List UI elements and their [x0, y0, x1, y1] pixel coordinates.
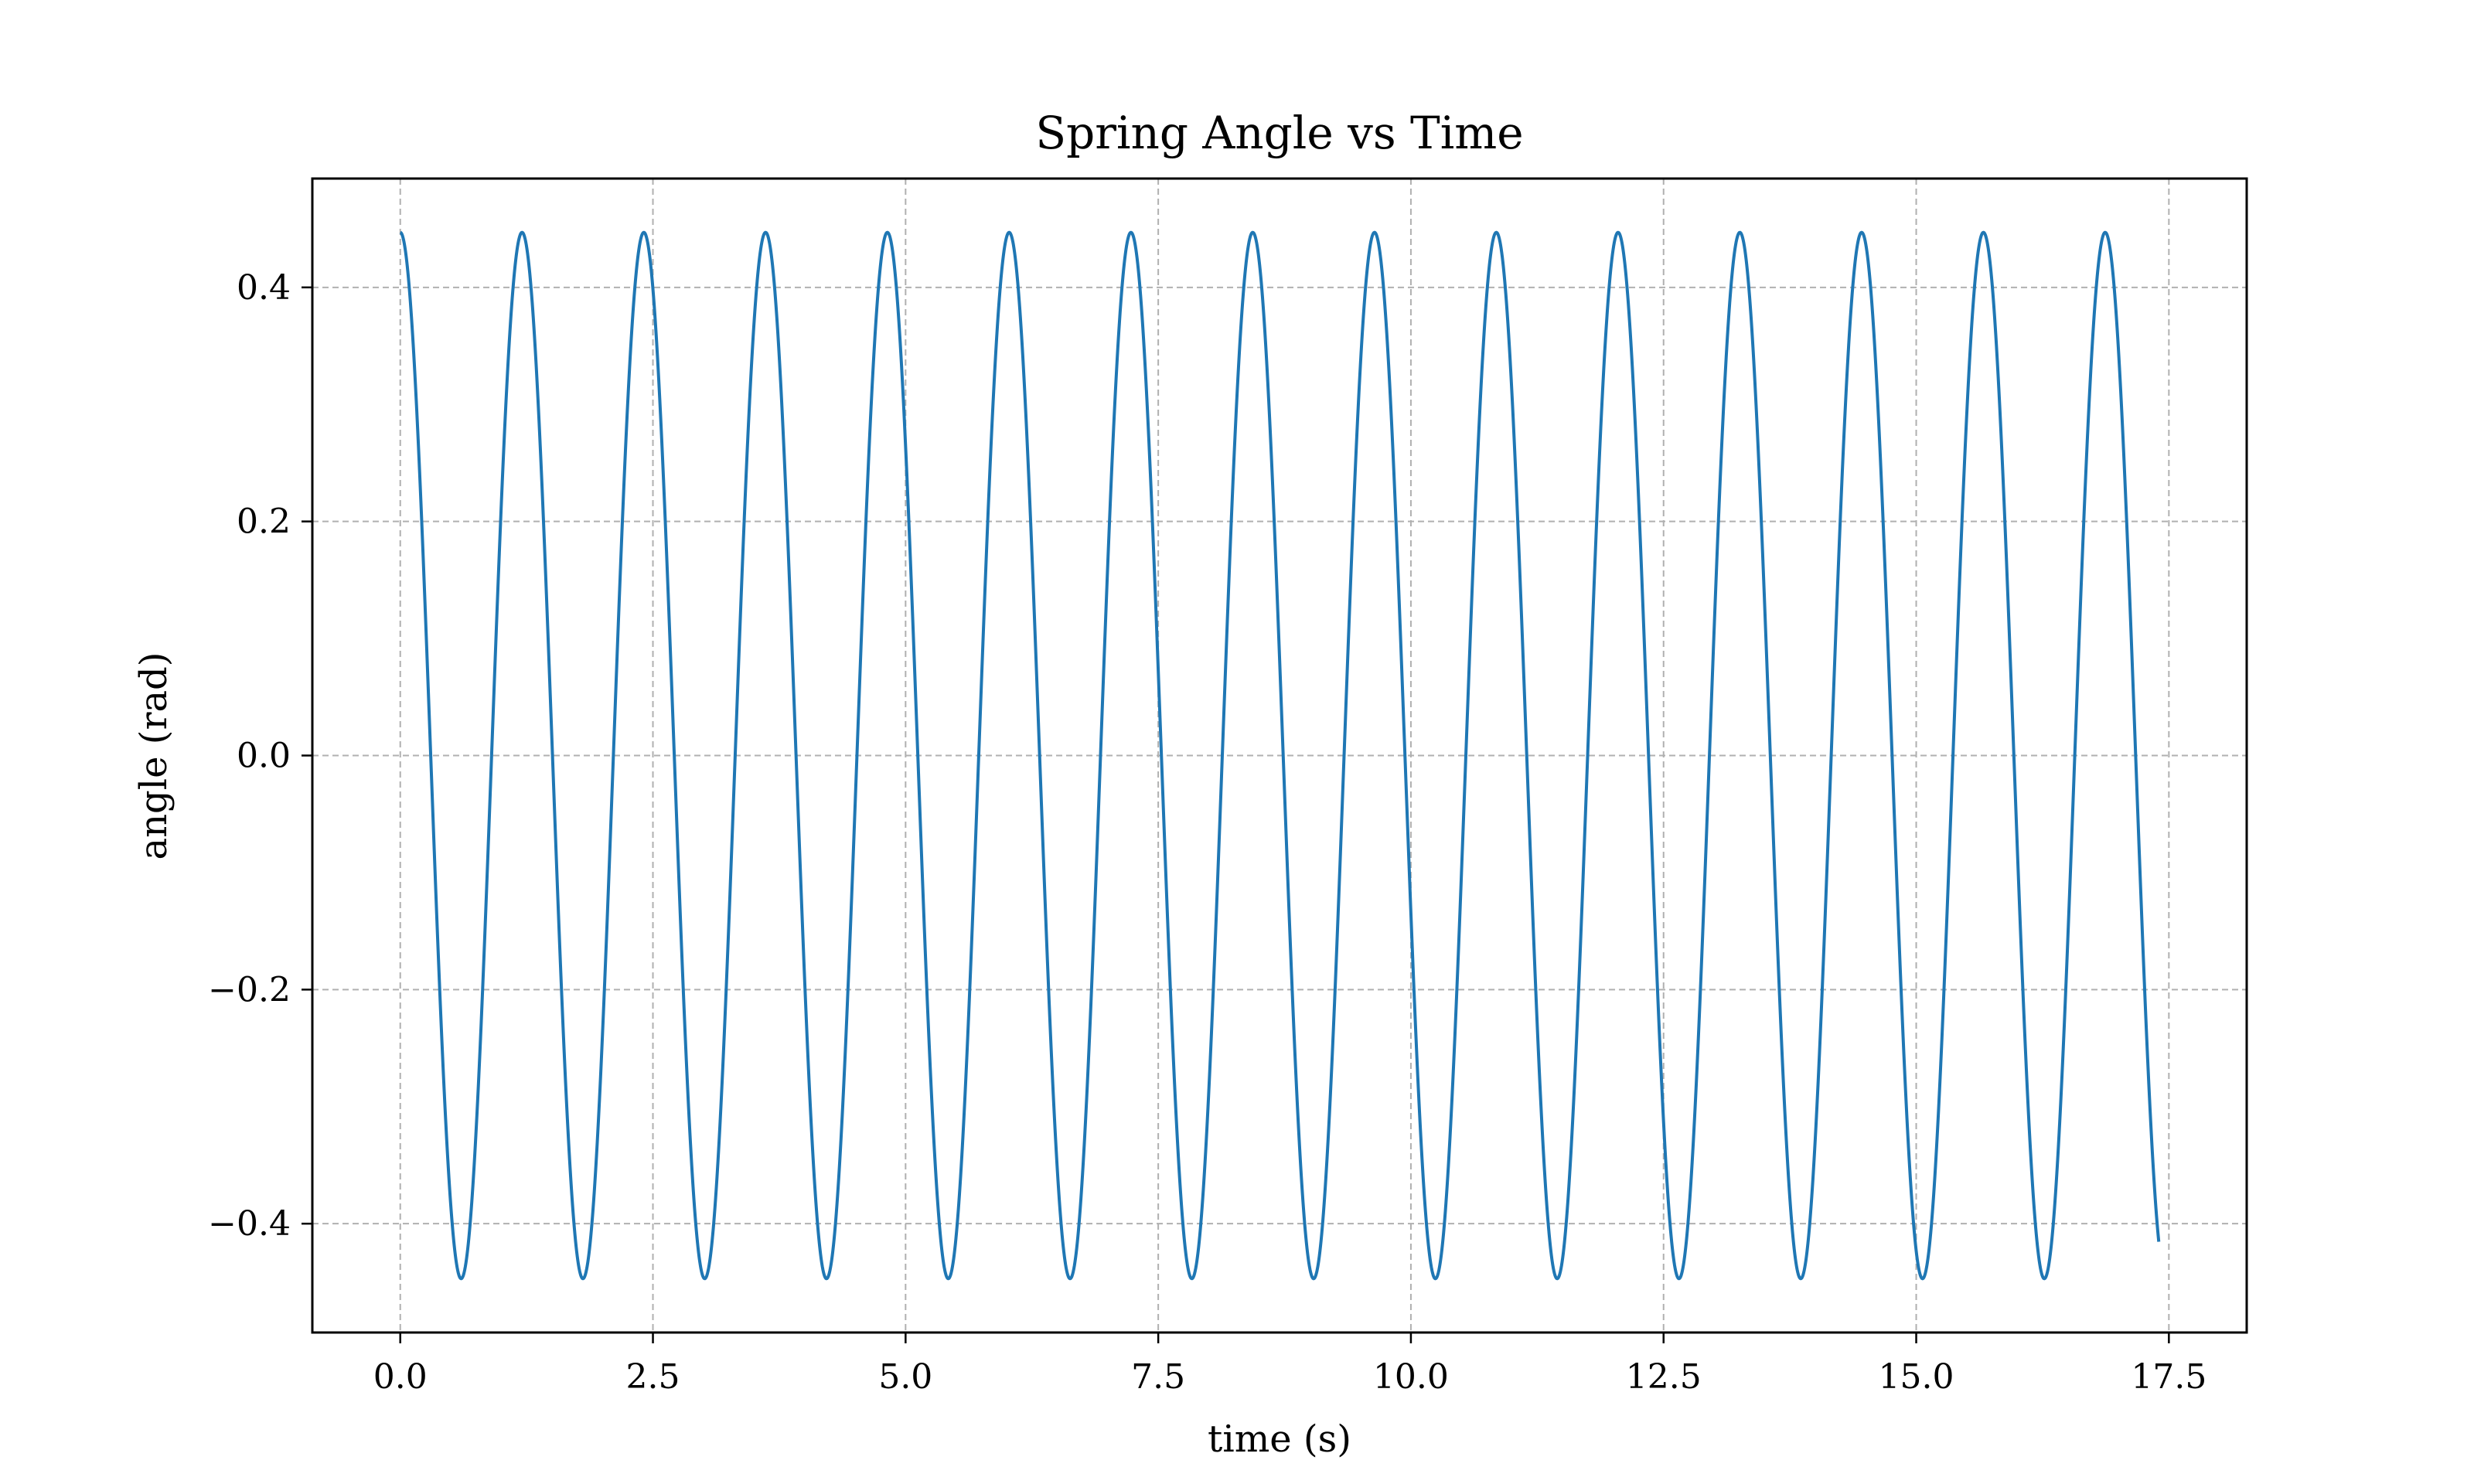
y-tick-label: −0.2	[208, 970, 291, 1009]
x-tick-label: 10.0	[1373, 1357, 1449, 1397]
x-tick-label: 12.5	[1626, 1357, 1702, 1397]
x-tick-label: 7.5	[1131, 1357, 1185, 1397]
x-tick-label: 15.0	[1879, 1357, 1954, 1397]
y-axis: 0.4 0.2 0.0 −0.2 −0.4	[208, 268, 312, 1244]
x-tick-label: 5.0	[878, 1357, 932, 1397]
y-axis-label: angle (rad)	[132, 652, 175, 859]
plot-area	[399, 230, 2161, 1281]
x-tick-label: 2.5	[626, 1357, 680, 1397]
x-axis-label: time (s)	[1208, 1418, 1351, 1461]
x-tick-label: 17.5	[2131, 1357, 2206, 1397]
x-axis: 0.0 2.5 5.0 7.5 10.0 12.5 15.0 17.5	[373, 1333, 2206, 1397]
x-tick-label: 0.0	[373, 1357, 428, 1397]
chart-title: Spring Angle vs Time	[1035, 107, 1523, 159]
y-tick-label: 0.0	[237, 737, 291, 776]
y-tick-label: 0.2	[237, 502, 291, 542]
y-tick-label: 0.4	[237, 268, 291, 308]
series-line	[399, 230, 2161, 1281]
y-tick-label: −0.4	[208, 1204, 291, 1244]
